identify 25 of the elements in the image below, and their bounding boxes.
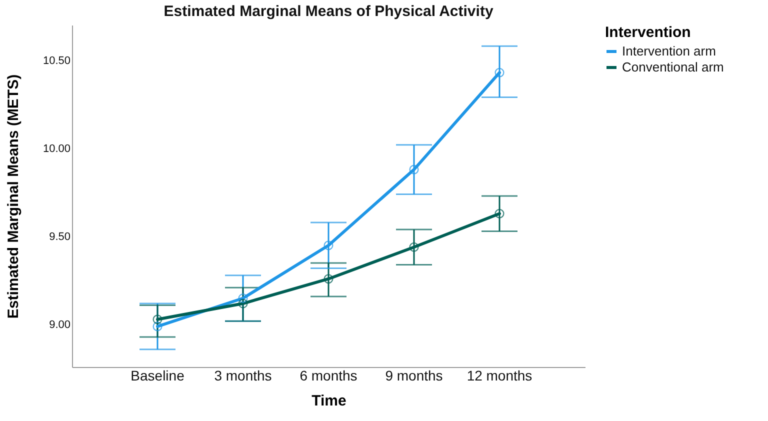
x-tick-label: 9 months — [385, 368, 443, 384]
x-axis-title: Time — [312, 392, 346, 410]
point — [409, 164, 419, 174]
point — [409, 242, 419, 252]
point — [238, 293, 248, 304]
x-tick-label: Baseline — [130, 368, 185, 384]
x-tick-label: 12 months — [466, 368, 532, 384]
x-tick-label: 6 months — [300, 368, 358, 384]
y-tick-label: 9.00 — [49, 319, 70, 332]
point — [238, 298, 248, 308]
point — [324, 240, 334, 250]
y-tick-label: 10.00 — [42, 142, 70, 155]
point — [152, 322, 162, 332]
y-axis-title: Estimated Marginal Means (METS) — [4, 74, 22, 319]
legend-title: Intervention — [605, 24, 691, 41]
chart-title: Estimated Marginal Means of Physical Activity — [164, 3, 494, 20]
x-tick-label: 3 months — [214, 368, 272, 384]
point — [324, 274, 334, 284]
point — [152, 314, 162, 324]
point — [494, 68, 504, 78]
legend-label: Conventional arm — [622, 60, 724, 74]
y-tick-label: 9.50 — [49, 231, 70, 244]
legend-label: Intervention arm — [622, 44, 716, 58]
point — [494, 208, 504, 218]
y-tick-label: 10.50 — [42, 54, 70, 67]
